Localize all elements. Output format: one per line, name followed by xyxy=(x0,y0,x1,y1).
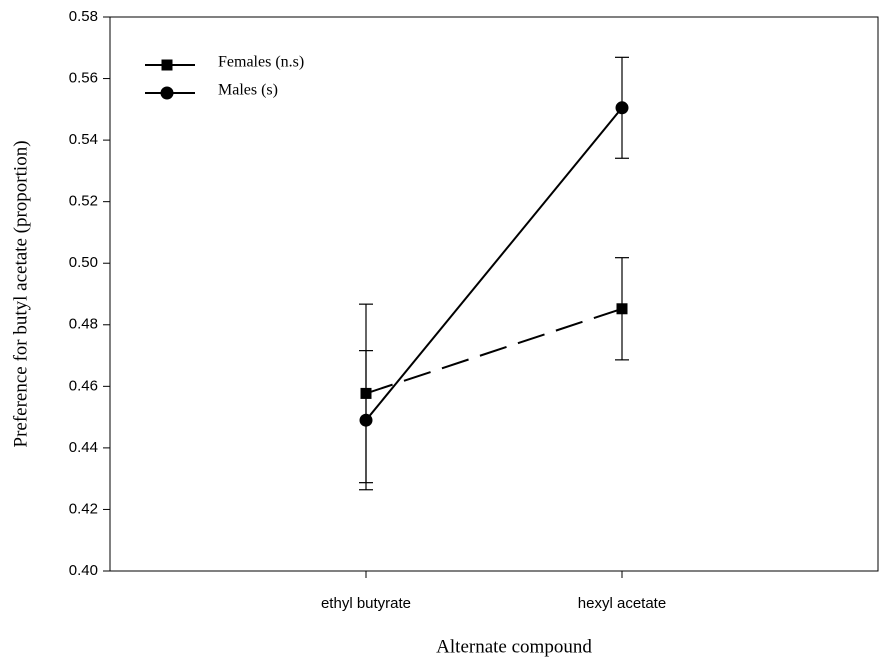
y-tick-label: 0.46 xyxy=(69,377,98,394)
x-axis-label: Alternate compound xyxy=(436,636,592,657)
legend-marker xyxy=(160,86,174,100)
data-point xyxy=(359,413,373,427)
y-tick-label: 0.52 xyxy=(69,193,98,210)
legend-label: Females (n.s) xyxy=(218,54,304,71)
x-tick-label: hexyl acetate xyxy=(578,595,666,612)
y-tick-label: 0.58 xyxy=(69,8,98,25)
data-point xyxy=(615,101,629,115)
series-line xyxy=(365,107,623,421)
data-point xyxy=(616,303,628,315)
y-axis-label: Preference for butyl acetate (proportion… xyxy=(10,140,31,447)
legend-marker xyxy=(161,59,173,71)
series-line xyxy=(365,307,623,395)
y-tick-label: 0.54 xyxy=(69,131,98,148)
y-tick-label: 0.56 xyxy=(69,70,98,87)
y-tick-label: 0.42 xyxy=(69,500,98,517)
y-tick-label: 0.44 xyxy=(69,439,98,456)
y-tick-label: 0.40 xyxy=(69,562,98,579)
plot-frame xyxy=(109,16,879,572)
legend-label: Males (s) xyxy=(218,82,278,99)
y-tick-label: 0.50 xyxy=(69,254,98,271)
y-tick-label: 0.48 xyxy=(69,316,98,333)
x-tick-label: ethyl butyrate xyxy=(321,595,411,612)
